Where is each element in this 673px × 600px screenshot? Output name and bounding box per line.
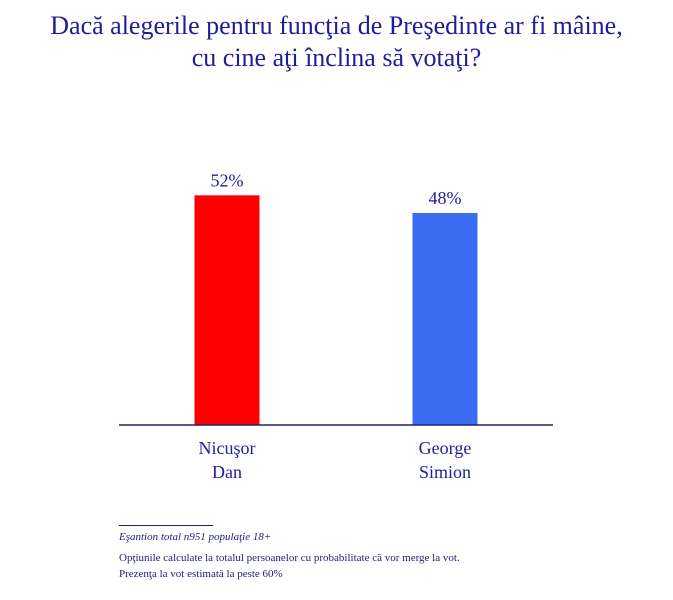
category-label-2-line-1: George <box>419 438 472 458</box>
footnote-turnout: Prezenţa la vot estimată la peste 60% <box>119 568 283 580</box>
chart-title: Dacă alegerile pentru funcţia de Preşedi… <box>0 10 673 74</box>
chart-title-line-2: cu cine aţi înclina să votaţi? <box>191 43 482 72</box>
data-label-2: 48% <box>429 188 462 208</box>
data-label-1: 52% <box>211 170 244 190</box>
chart-title-line-1: Dacă alegerile pentru funcţia de Preşedi… <box>50 11 623 40</box>
category-label-2-line-2: Simion <box>419 462 471 482</box>
bar-1 <box>194 195 260 425</box>
category-label-1-line-2: Dan <box>212 462 242 482</box>
bar-chart: 52% Nicuşor Dan 48% George Simion <box>119 170 553 482</box>
footnote-sample: Eşantion total n951 populaţie 18+ <box>119 531 272 543</box>
bar-2 <box>412 213 478 425</box>
footnote-method: Opţiunile calculate la totalul persoanel… <box>119 552 460 564</box>
category-label-1-line-1: Nicuşor <box>199 438 256 458</box>
footnote-divider <box>119 525 213 526</box>
